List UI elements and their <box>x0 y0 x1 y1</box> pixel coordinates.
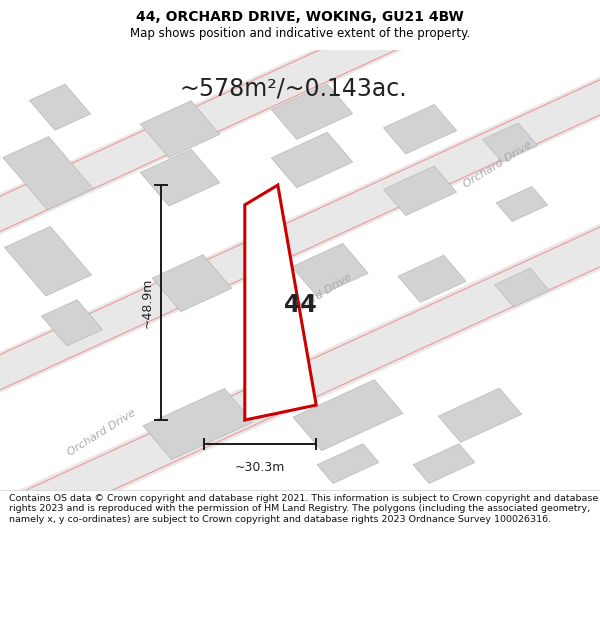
Text: Orchard Drive: Orchard Drive <box>66 408 138 458</box>
Polygon shape <box>41 300 103 346</box>
Polygon shape <box>29 84 91 130</box>
Polygon shape <box>0 0 600 558</box>
Polygon shape <box>3 137 93 210</box>
Polygon shape <box>383 104 457 154</box>
Polygon shape <box>413 444 475 483</box>
Polygon shape <box>317 444 379 483</box>
Text: Orchard Drive: Orchard Drive <box>462 139 534 189</box>
Polygon shape <box>143 389 253 459</box>
Text: 44, ORCHARD DRIVE, WOKING, GU21 4BW: 44, ORCHARD DRIVE, WOKING, GU21 4BW <box>136 10 464 24</box>
Text: 44: 44 <box>284 293 316 318</box>
Polygon shape <box>4 226 92 296</box>
Polygon shape <box>398 255 466 302</box>
Polygon shape <box>152 255 232 312</box>
Polygon shape <box>293 380 403 451</box>
Polygon shape <box>271 132 353 188</box>
Text: ~578m²/~0.143ac.: ~578m²/~0.143ac. <box>180 76 407 101</box>
Text: ~48.9m: ~48.9m <box>141 278 154 328</box>
Text: Map shows position and indicative extent of the property.: Map shows position and indicative extent… <box>130 27 470 40</box>
Polygon shape <box>271 84 353 139</box>
Polygon shape <box>140 101 220 158</box>
Polygon shape <box>245 185 316 420</box>
Text: Contains OS data © Crown copyright and database right 2021. This information is : Contains OS data © Crown copyright and d… <box>9 494 598 524</box>
Polygon shape <box>482 123 538 162</box>
Polygon shape <box>439 388 521 442</box>
Text: ~30.3m: ~30.3m <box>235 461 285 474</box>
Polygon shape <box>292 243 368 297</box>
Polygon shape <box>140 149 220 206</box>
Polygon shape <box>494 268 550 307</box>
Polygon shape <box>383 166 457 216</box>
Polygon shape <box>496 186 548 221</box>
Text: Orchard Drive: Orchard Drive <box>282 271 354 321</box>
